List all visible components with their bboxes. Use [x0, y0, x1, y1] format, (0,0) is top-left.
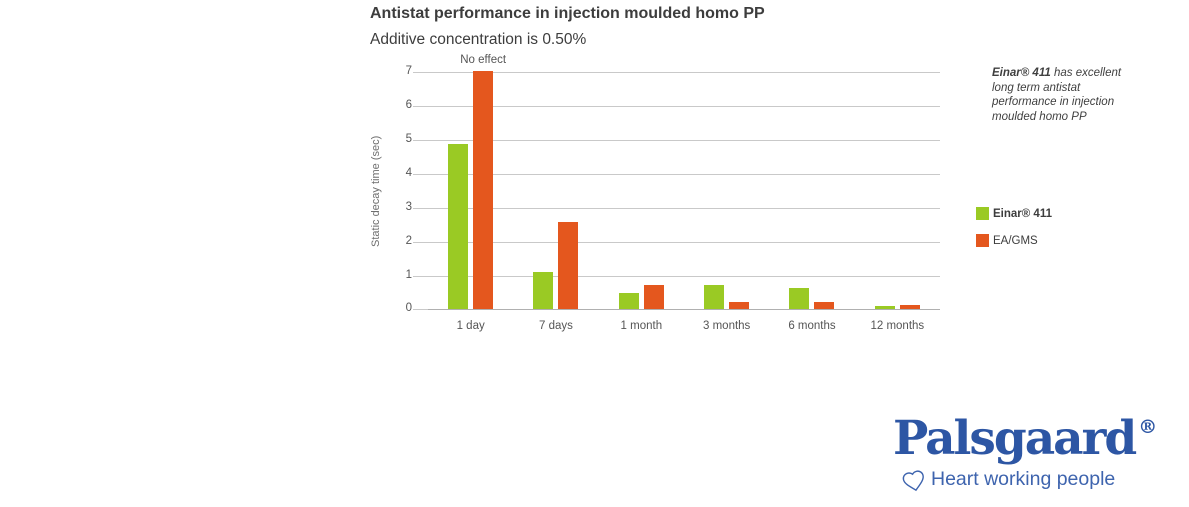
bar-group-7-days	[513, 71, 598, 309]
side-note-text: has excellent long term antistat perform…	[992, 67, 1122, 123]
side-note-product: Einar® 411	[992, 67, 1051, 79]
gridline-6	[428, 106, 940, 107]
bar-einar-411-2	[533, 271, 554, 309]
y-tick-4	[413, 174, 428, 175]
bar-ea-gms-1	[473, 71, 494, 309]
annotation-no-effect: No effect	[460, 54, 507, 66]
bar-group-1-month	[599, 71, 684, 309]
y-tick-label-1: 1	[405, 269, 412, 281]
bar-ea-gms-2	[558, 222, 579, 309]
x-axis-baseline	[428, 309, 940, 310]
x-axis-label-5: 6 months	[788, 320, 836, 332]
x-axis-label-6: 12 months	[870, 320, 925, 332]
tagline-text: Heart working people	[931, 468, 1116, 490]
bar-group-12-months	[855, 71, 940, 309]
y-tick-label-4: 4	[405, 167, 412, 179]
y-tick-label-7: 7	[405, 65, 412, 77]
bar-group-3-months	[684, 71, 769, 309]
palsgaard-logo: Palsgaard ® Heart working people	[893, 413, 1157, 492]
legend: Einar® 411 EA/GMS	[976, 207, 1052, 261]
registered-mark: ®	[1138, 416, 1158, 438]
bar-ea-gms-6	[899, 304, 920, 309]
y-tick-0	[413, 309, 428, 310]
y-tick-7	[413, 72, 428, 73]
plot-area: 1 day 7 days 1 month 3 months 6 months 12 mon…	[413, 54, 940, 332]
chart-subtitle: Additive concentration is 0.50%	[370, 31, 587, 48]
logo-tagline: Heart working people	[902, 465, 1115, 494]
side-note: Einar® 411 has excellent long term antis…	[992, 66, 1144, 124]
legend-item-1: Einar® 411	[976, 207, 1052, 220]
bar-group-6-months	[769, 71, 854, 309]
x-axis-label-3: 1 month	[620, 320, 663, 332]
gridline-2	[428, 242, 940, 243]
legend-item-2: EA/GMS	[976, 234, 1052, 247]
y-axis-tick-labels: 0 1 2 3 4 5 6 7	[382, 65, 412, 314]
gridline-5	[428, 140, 940, 141]
y-tick-1	[413, 276, 428, 277]
legend-label-1: Einar® 411	[993, 207, 1052, 220]
x-axis-label-4: 3 months	[703, 320, 751, 332]
bar-einar-411-1	[448, 144, 469, 309]
palsgaard-wordmark: Palsgaard ®	[893, 413, 1157, 465]
bar-ea-gms-5	[814, 302, 835, 309]
gridline-4	[428, 174, 940, 175]
gridline-3	[428, 208, 940, 209]
y-tick-label-5: 5	[405, 133, 412, 145]
y-tick-2	[413, 242, 428, 243]
y-tick-label-3: 3	[405, 201, 412, 213]
bar-ea-gms-4	[729, 302, 750, 309]
bar-group-1-day	[428, 71, 513, 309]
x-axis-label-2: 7 days	[539, 320, 573, 332]
x-axis-label-1: 1 day	[456, 320, 485, 332]
y-tick-label-6: 6	[405, 99, 412, 111]
y-tick-3	[413, 208, 428, 209]
legend-swatch-2	[976, 234, 989, 247]
legend-label-2: EA/GMS	[993, 234, 1038, 247]
legend-swatch-1	[976, 207, 989, 220]
bar-einar-411-5	[789, 287, 810, 309]
y-tick-5	[413, 140, 428, 141]
y-tick-label-2: 2	[405, 235, 412, 247]
gridline-1	[428, 276, 940, 277]
bar-einar-411-4	[704, 285, 725, 309]
gridline-7	[428, 72, 940, 73]
bar-ea-gms-3	[643, 285, 664, 309]
y-tick-label-0: 0	[405, 302, 412, 314]
chart-title: Antistat performance in injection moulde…	[370, 5, 765, 22]
y-tick-6	[413, 106, 428, 107]
bar-einar-411-3	[618, 293, 639, 309]
brand-name: Palsgaard	[893, 411, 1137, 466]
heart-icon	[902, 470, 924, 492]
bar-einar-411-6	[874, 305, 895, 309]
